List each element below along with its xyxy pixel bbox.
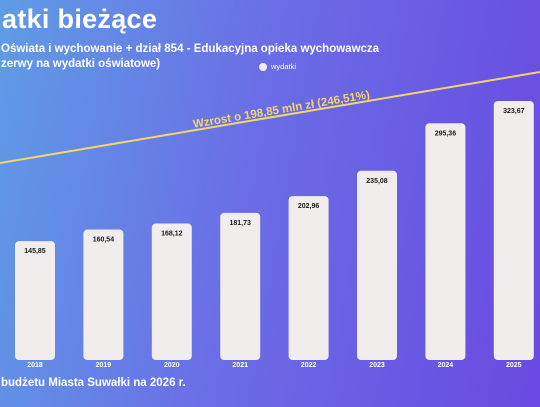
subtitle-line-1: Oświata i wychowanie + dział 854 - Eduka…	[1, 43, 380, 55]
source-footer: budżetu Miasta Suwałki na 2026 r.	[1, 377, 186, 389]
bar-2021	[220, 212, 261, 360]
bar-value-label: 295,36	[435, 130, 457, 137]
x-tick-label: 2021	[232, 362, 248, 369]
x-tick-label: 2020	[164, 362, 180, 369]
bar-value-label: 168,12	[161, 231, 183, 238]
bar-2020	[151, 223, 192, 360]
x-tick-label: 2019	[96, 362, 112, 369]
bar-2023	[357, 170, 397, 360]
page-subtitle: Oświata i wychowanie + dział 854 - Eduka…	[1, 42, 379, 72]
x-tick-label: 2023	[369, 362, 385, 369]
bar-2024	[425, 123, 466, 360]
trend-annotation: Wzrost o 198,85 mln zł (246,51%)	[192, 89, 371, 131]
bar-value-label: 323,67	[503, 108, 525, 115]
bar-2022	[288, 196, 329, 360]
bar-value-label: 145,85	[24, 248, 46, 255]
x-tick-label: 2025	[506, 362, 522, 369]
subtitle-line-2: zerwy na wydatki oświatowe)	[1, 58, 161, 70]
x-tick-label: 2018	[27, 362, 43, 369]
legend-label: wydatki	[271, 62, 297, 71]
bar-2018	[15, 241, 55, 360]
bar-2025	[493, 101, 534, 360]
x-tick-label: 2024	[438, 362, 454, 369]
bar-value-label: 160,54	[93, 237, 115, 244]
bar-2019	[83, 229, 124, 360]
bar-value-label: 202,96	[298, 203, 320, 210]
bar-value-label: 181,73	[229, 220, 251, 227]
legend-swatch	[259, 62, 267, 71]
chart-legend: wydatki	[259, 62, 296, 71]
x-tick-label: 2022	[301, 362, 317, 369]
trend-line	[0, 71, 540, 164]
page-title: atki bieżące	[2, 4, 158, 34]
bar-value-label: 235,08	[366, 178, 388, 185]
